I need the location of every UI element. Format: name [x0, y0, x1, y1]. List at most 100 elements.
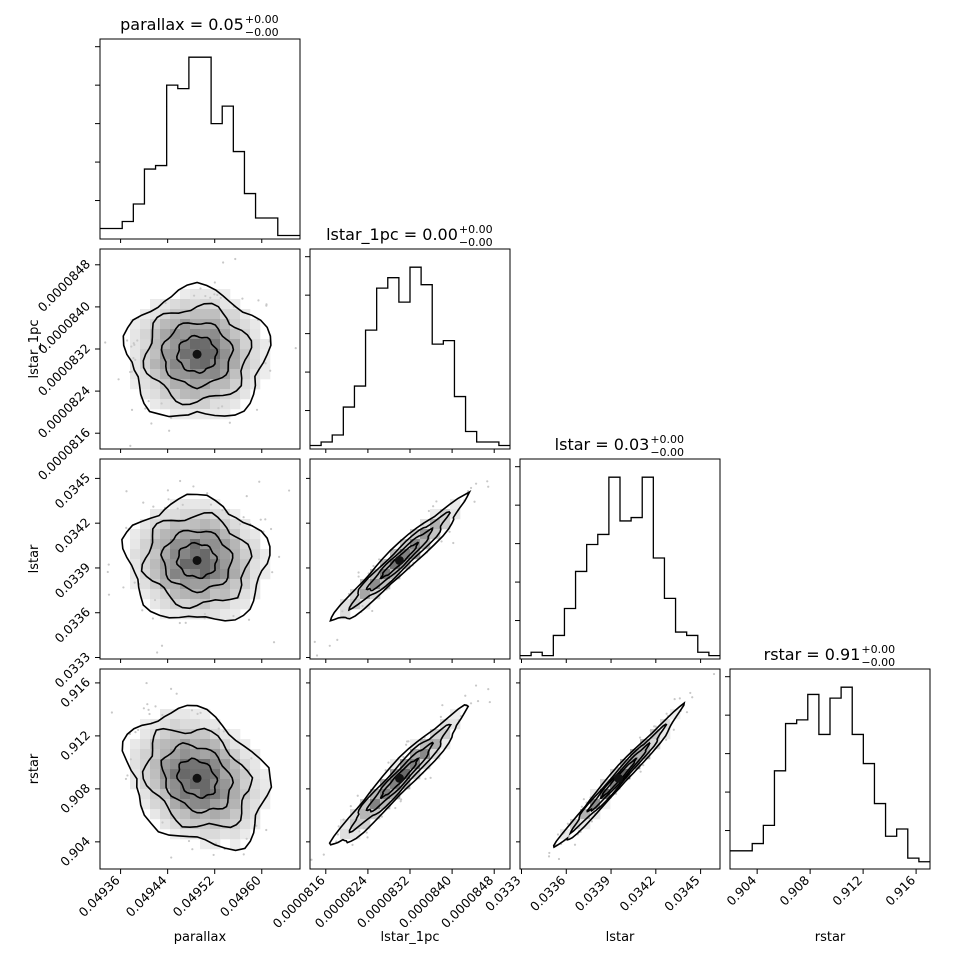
hist-bar-lstar [587, 545, 598, 659]
sample-point [137, 728, 140, 732]
sample-point [209, 296, 212, 299]
density-cell [250, 329, 261, 340]
density-cell [250, 559, 261, 570]
hist-bar-rstar [863, 764, 874, 869]
hist-bar-lstar [542, 656, 553, 659]
sample-point [241, 297, 244, 300]
density-cell [140, 749, 151, 760]
hist-bar-lstar-1pc [432, 344, 443, 449]
density-cell [170, 799, 181, 810]
density-cell [160, 799, 171, 810]
density-cell [170, 559, 181, 570]
hist-panel-rstar [725, 676, 930, 869]
density-cell [200, 799, 211, 810]
density-cell [210, 599, 221, 610]
density-cell [260, 369, 271, 380]
density-cell [150, 319, 161, 330]
sample-point [255, 408, 259, 411]
density-cell [180, 339, 191, 350]
density-cell [420, 529, 431, 540]
density-cell [340, 609, 351, 620]
density-cell [190, 309, 201, 320]
density-cell [170, 779, 181, 790]
hist-step-rstar [730, 686, 930, 863]
density-cell [150, 599, 161, 610]
hist-bar-lstar-1pc [332, 435, 343, 449]
sample-point [638, 736, 642, 739]
sample-point [712, 672, 716, 676]
hist-bar-parallax [211, 124, 222, 239]
sample-point [547, 855, 551, 858]
density-cell [240, 519, 251, 530]
density-cell [150, 539, 161, 550]
density-cell [200, 559, 211, 570]
density-cell [150, 309, 161, 320]
density-cell [220, 359, 231, 370]
density-cell [130, 529, 141, 540]
density-cell [200, 289, 211, 300]
density-cell [170, 819, 181, 830]
sample-point [203, 612, 206, 616]
density-cell [130, 539, 141, 550]
density-cell [190, 509, 201, 520]
density-cell [230, 739, 241, 750]
density-cell [230, 369, 241, 380]
sample-point [126, 774, 129, 777]
scatter-panel-lstar-vs-rstar [547, 672, 716, 861]
density-cell [150, 379, 161, 390]
density-cell [150, 329, 161, 340]
sample-point [649, 729, 652, 732]
sample-point [427, 509, 430, 513]
density-cell [210, 829, 221, 840]
density-cell [260, 339, 271, 350]
density-cell [240, 779, 251, 790]
density-cell [200, 499, 211, 510]
density-cell [260, 569, 271, 580]
density-cell [180, 779, 191, 790]
density-cell [260, 789, 271, 800]
density-cell [160, 539, 171, 550]
density-cell [150, 739, 161, 750]
density-cell [190, 809, 201, 820]
density-cell [160, 379, 171, 390]
density-cell [150, 569, 161, 580]
density-cell [360, 599, 371, 610]
density-cell [440, 739, 451, 750]
density-cell [180, 769, 191, 780]
density-cell [600, 779, 611, 790]
hist-bar-rstar [830, 698, 841, 869]
density-cell [250, 359, 261, 370]
density-cell [230, 729, 241, 740]
density-cell [250, 759, 261, 770]
density-cell [210, 399, 221, 410]
density-cell [190, 289, 201, 300]
density-cell [230, 529, 241, 540]
density-cell [210, 539, 221, 550]
contour-line [141, 727, 254, 829]
density-cell [180, 809, 191, 820]
density-cell [190, 359, 201, 370]
sample-point [474, 482, 478, 485]
sample-point [145, 681, 148, 685]
sample-point [439, 715, 442, 719]
sample-point [130, 370, 133, 373]
sample-point [269, 369, 272, 372]
density-cell [220, 559, 231, 570]
contour-line [175, 541, 219, 580]
density-cell [430, 509, 441, 520]
contour-line [599, 757, 638, 800]
sample-point [234, 257, 237, 261]
sample-point [351, 843, 354, 847]
density-cell [190, 339, 201, 350]
density-cell [380, 559, 391, 570]
contour-line [160, 322, 235, 390]
density-cell [200, 359, 211, 370]
contour-line [160, 741, 235, 814]
density-cell [160, 369, 171, 380]
sample-point [239, 523, 242, 526]
sample-point [322, 853, 325, 856]
sample-point [216, 293, 219, 297]
sample-point [199, 287, 202, 290]
sample-point [474, 684, 478, 687]
sample-point [362, 827, 365, 830]
